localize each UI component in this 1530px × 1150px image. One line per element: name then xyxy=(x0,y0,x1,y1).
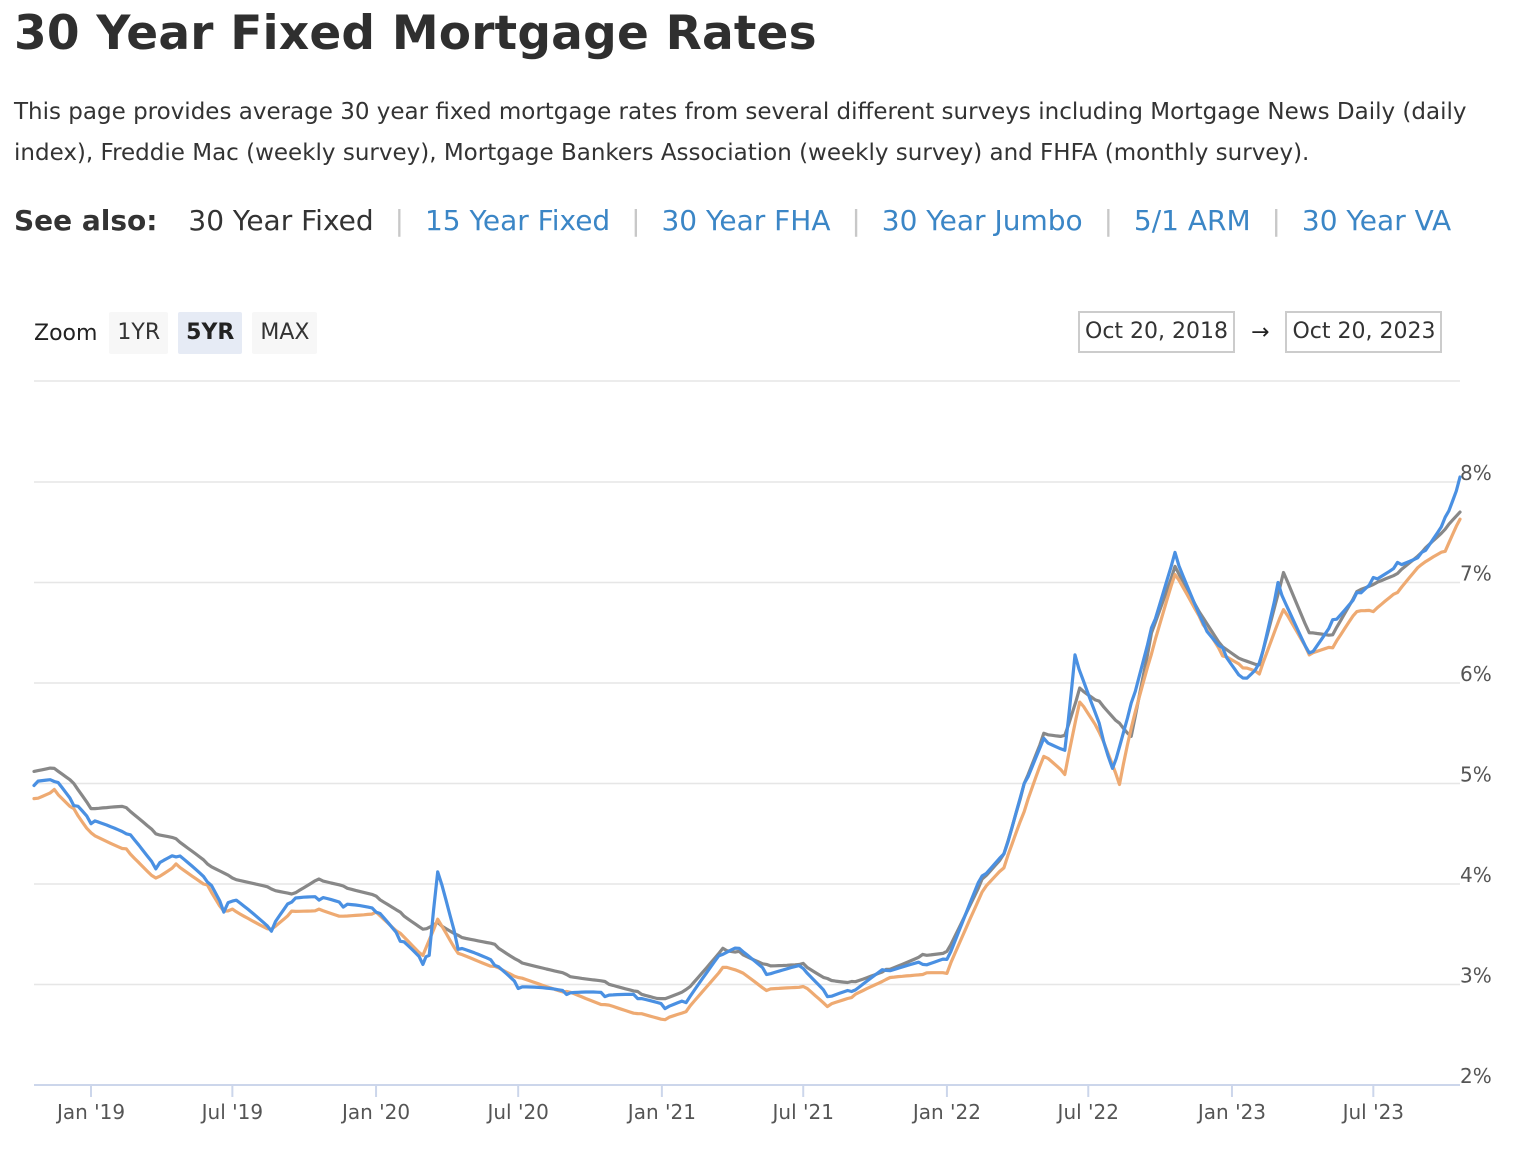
x-tick-label: Jul '20 xyxy=(485,1100,548,1124)
y-tick-label: 3% xyxy=(1460,964,1492,988)
series-line-freddie xyxy=(32,517,1462,1022)
zoom-5yr-button[interactable]: 5YR xyxy=(178,312,243,354)
y-tick-label: 8% xyxy=(1460,461,1492,485)
x-tick-label: Jan '23 xyxy=(1196,1100,1266,1124)
x-tick-label: Jul '23 xyxy=(1341,1100,1404,1124)
series-line-mba xyxy=(32,510,1462,1001)
range-arrow-icon: → xyxy=(1251,319,1270,345)
zoom-max-button[interactable]: MAX xyxy=(252,312,318,354)
separator: | xyxy=(1103,204,1113,237)
y-axis: 2% 3% 4% 5% 6% 7% 8% xyxy=(1460,461,1492,1088)
y-tick-label: 5% xyxy=(1460,763,1492,787)
link-30-year-fha[interactable]: 30 Year FHA xyxy=(661,204,831,237)
link-30-year-jumbo[interactable]: 30 Year Jumbo xyxy=(881,204,1083,237)
range-to-input[interactable]: Oct 20, 2023 xyxy=(1285,311,1443,353)
x-tick-label: Jul '22 xyxy=(1056,1100,1119,1124)
see-also-label: See also: xyxy=(14,204,158,237)
date-range: Oct 20, 2018 → Oct 20, 2023 xyxy=(1078,311,1443,353)
zoom-1yr-button[interactable]: 1YR xyxy=(109,312,169,354)
zoom-bar: Zoom 1YR 5YR MAX xyxy=(34,311,327,355)
see-also-current: 30 Year Fixed xyxy=(188,204,374,237)
link-5-1-arm[interactable]: 5/1 ARM xyxy=(1133,204,1251,237)
y-tick-label: 2% xyxy=(1460,1064,1492,1088)
series-group xyxy=(32,475,1462,1022)
x-tick-label: Jan '19 xyxy=(55,1100,125,1124)
range-from-input[interactable]: Oct 20, 2018 xyxy=(1078,311,1235,353)
link-30-year-va[interactable]: 30 Year VA xyxy=(1301,204,1452,237)
separator: | xyxy=(851,204,861,237)
separator: | xyxy=(631,204,641,237)
page-title: 30 Year Fixed Mortgage Rates xyxy=(14,6,817,61)
link-15-year-fixed[interactable]: 15 Year Fixed xyxy=(424,204,611,237)
y-tick-label: 7% xyxy=(1460,562,1492,586)
x-tick-label: Jul '21 xyxy=(771,1100,834,1124)
intro-paragraph: This page provides average 30 year fixed… xyxy=(14,99,1467,166)
separator: | xyxy=(394,204,405,237)
y-tick-label: 6% xyxy=(1460,662,1492,686)
y-tick-label: 4% xyxy=(1460,863,1492,887)
rate-chart: Jan '19 Jul '19 Jan '20 Jul '20 Jan '21 Jul '… xyxy=(32,380,1492,1124)
zoom-label: Zoom xyxy=(34,320,98,346)
x-tick-label: Jan '22 xyxy=(911,1100,981,1124)
x-tick-label: Jan '21 xyxy=(626,1100,696,1124)
x-tick-label: Jan '20 xyxy=(340,1100,410,1124)
x-axis: Jan '19 Jul '19 Jan '20 Jul '20 Jan '21 Jul '… xyxy=(34,1084,1460,1124)
see-also-nav: See also: 30 Year Fixed | 15 Year Fixed … xyxy=(14,204,1451,237)
separator: | xyxy=(1271,204,1281,237)
x-tick-label: Jul '19 xyxy=(200,1100,263,1124)
series-line-mnd xyxy=(32,475,1462,1011)
grid xyxy=(34,481,1460,986)
